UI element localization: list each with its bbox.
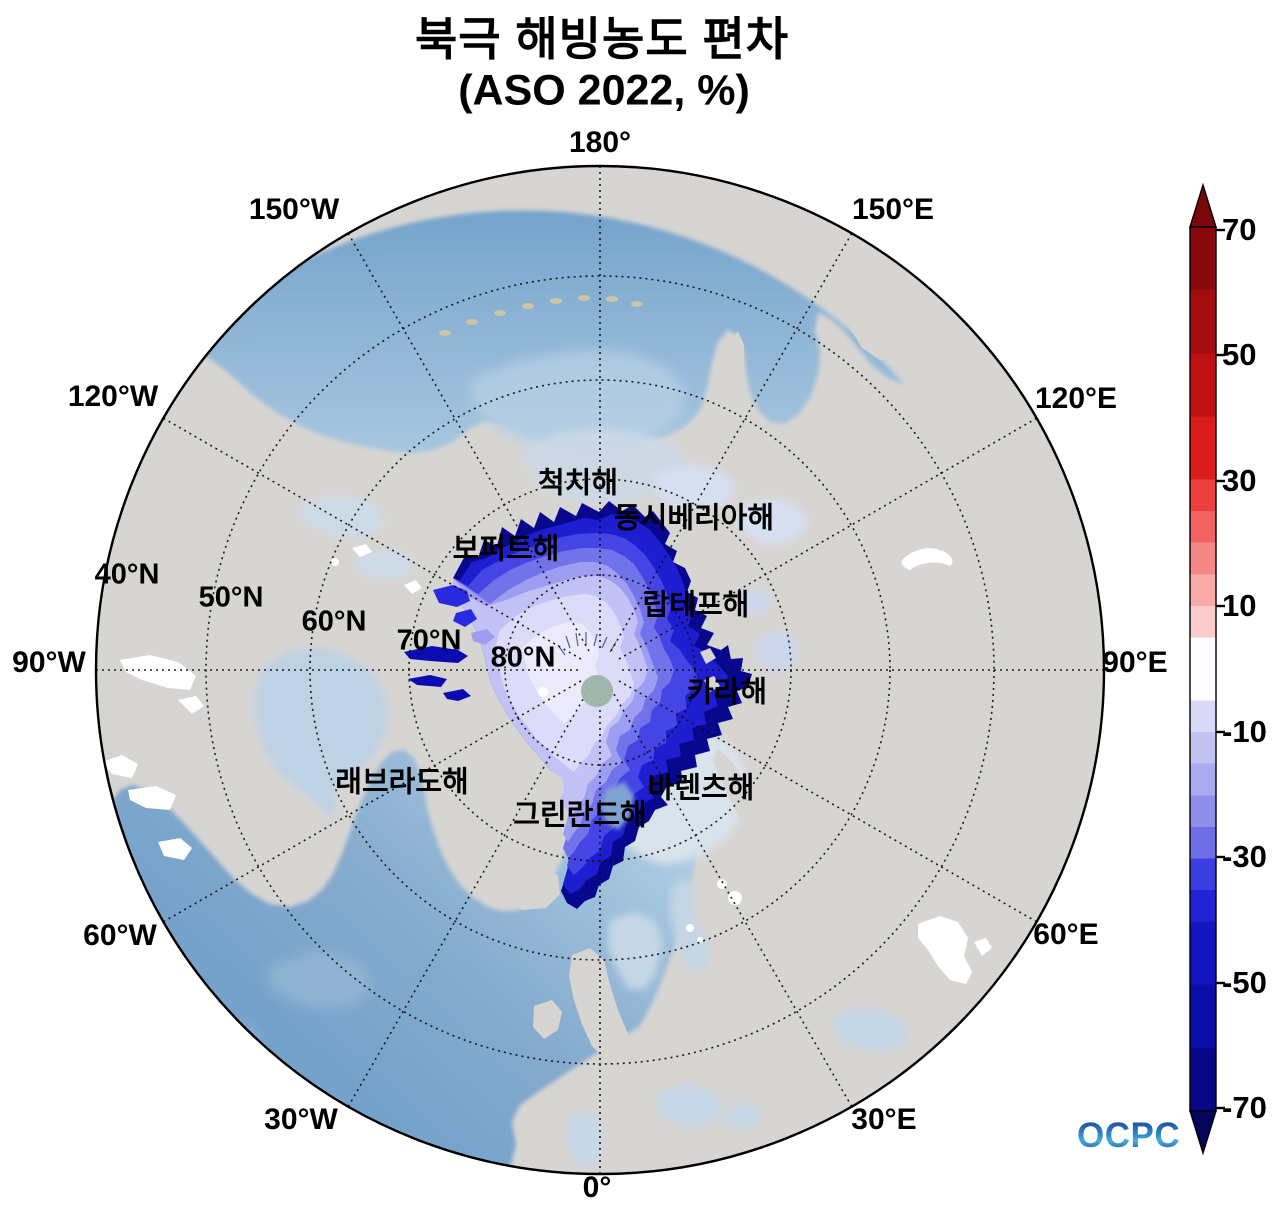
west-mediterranean [566, 1112, 604, 1168]
lat-label-40n: 40°N [94, 558, 160, 591]
ocpc-logo: OCPC [1077, 1116, 1181, 1155]
pole-hole-marker [581, 675, 613, 707]
lat-label-50n: 50°N [198, 581, 264, 614]
sea-label-chukchi: 척치해 [537, 467, 619, 500]
anomaly-ring-8 [522, 622, 599, 724]
colorbar-tick-m10: -10 [1222, 713, 1267, 749]
lat-label-80n: 80°N [490, 641, 556, 674]
svalbard-west-anomaly [600, 782, 634, 830]
lat-label-60n: 60°N [301, 605, 367, 638]
colorbar-tick-30: 30 [1222, 462, 1257, 498]
arctic-canada-channel [355, 548, 412, 580]
lon-label-150w: 150°W [248, 193, 340, 226]
sea-label-labrador: 래브라도해 [335, 766, 469, 799]
japan-rim [846, 286, 907, 360]
sea-label-laptev: 랍테프해 [642, 589, 750, 622]
lon-label-120e: 120°E [1034, 382, 1118, 415]
east-siberian-shelf [655, 465, 735, 510]
lakes [102, 544, 992, 984]
kara-shelf-pale [738, 588, 772, 614]
sea-label-east-siberian: 동시베리아해 [613, 502, 775, 535]
ocean-atlantic [112, 750, 697, 1168]
north-sea [608, 912, 662, 990]
pole-quiver-marks [557, 632, 617, 656]
archipelago-anomaly-slivers [404, 585, 495, 701]
map-boundary [94, 164, 1106, 1176]
colorbar-arrow-up [1189, 182, 1217, 228]
ireland [533, 1000, 562, 1039]
colorbar-gradient [1189, 226, 1217, 1112]
kamchatka [712, 332, 744, 418]
lon-label-30w: 30°W [264, 1103, 338, 1136]
aleutian-islands [439, 295, 643, 336]
graticule [96, 166, 1104, 1174]
greenland [443, 706, 564, 886]
iceland [506, 866, 560, 910]
siberian-islands [694, 552, 720, 692]
colorbar-tick-50: 50 [1222, 336, 1257, 372]
colorbar-tick-70: 70 [1222, 211, 1257, 247]
colorbar-tick-marks [1216, 228, 1225, 1110]
kara-shelf-pale [754, 630, 798, 672]
mediterranean [724, 1102, 762, 1130]
sea-label-beaufort: 보퍼트해 [452, 533, 560, 566]
sea-label-greenland: 그린란드해 [513, 799, 647, 832]
atlantic-light-patch [266, 950, 372, 1010]
hudson-bay [256, 648, 388, 816]
lon-label-180: 180° [568, 126, 632, 159]
chukchi-shelf [526, 428, 686, 503]
colorbar-tick-m30: -30 [1222, 838, 1267, 874]
ocean-pacific [181, 210, 905, 455]
lon-label-30e: 30°E [851, 1103, 917, 1136]
colorbar-arrow-down [1189, 1110, 1217, 1156]
lon-label-60w: 60°W [83, 919, 157, 952]
sea-label-barents: 바렌츠해 [647, 772, 755, 805]
lon-label-120w: 120°W [67, 380, 159, 413]
lon-label-0: 0° [582, 1171, 612, 1204]
east-siberian-shelf [736, 498, 808, 545]
colorbar-tick-m50: -50 [1222, 964, 1267, 1000]
arctic-canada-channel [300, 495, 385, 538]
page-subtitle: (ASO 2022, %) [458, 66, 750, 115]
great-britain [569, 948, 628, 1060]
lon-label-90w: 90°W [12, 646, 86, 679]
page-title: 북극 해빙농도 편차 [414, 13, 790, 65]
black-sea [832, 1008, 908, 1052]
novaya-zemlya [712, 748, 758, 833]
lat-label-70n: 70°N [396, 624, 462, 657]
bering-shelf [470, 350, 685, 452]
lon-label-60e: 60°E [1033, 918, 1099, 951]
colorbar-tick-m70: -70 [1222, 1089, 1267, 1125]
anomaly-core-spot [538, 687, 548, 697]
sea-label-kara: 카라해 [686, 676, 768, 709]
lon-label-150e: 150°E [851, 193, 935, 226]
colorbar [1189, 182, 1225, 1156]
colorbar-tick-10: 10 [1222, 587, 1257, 623]
mediterranean [656, 1084, 724, 1128]
lon-label-90e: 90°E [1102, 646, 1168, 679]
